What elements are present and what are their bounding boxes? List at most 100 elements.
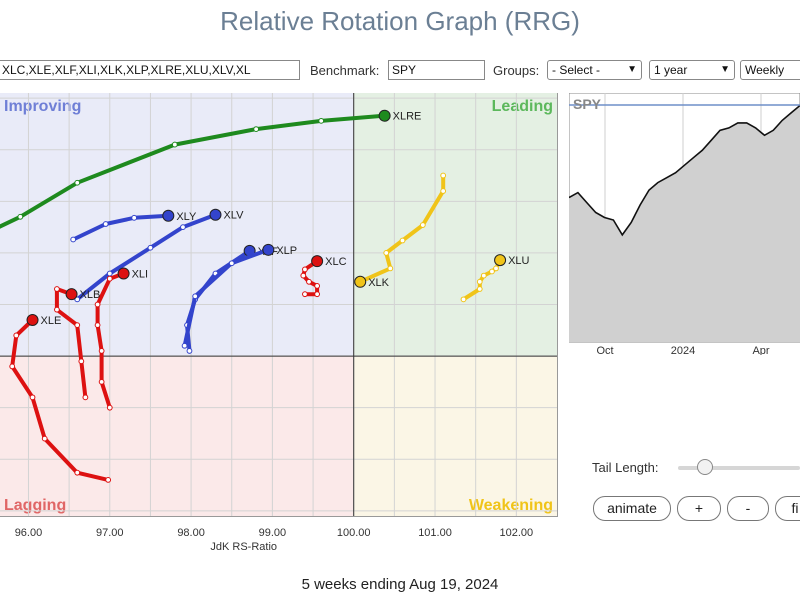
tail-point [98,348,105,354]
head-marker-xlv[interactable] [209,208,222,221]
symbol-label-xlre: XLRE [393,111,422,123]
benchmark-area [569,105,800,342]
symbol-label-xlc: XLC [325,256,346,268]
benchmark-label: Benchmark: [310,63,380,78]
symbols-input[interactable]: XLC,XLE,XLF,XLI,XLK,XLP,XLRE,XLU,XLV,XL [0,60,300,80]
tail-xlc[interactable]: XLC [300,255,347,298]
groups-select-value: - Select - [552,63,601,77]
controls-bar: XLC,XLE,XLF,XLI,XLK,XLP,XLRE,XLU,XLV,XL … [0,58,800,84]
quadrant-label-improving: Improving [4,98,81,115]
fit-button[interactable]: fi [775,496,800,521]
head-marker-xlp[interactable] [262,243,275,256]
tail-point [9,363,16,370]
tail-point [171,141,178,148]
rrg-plot: Leading Weakening Lagging Improving XLRE XLY… [0,93,557,553]
tail-xle[interactable]: XLE [9,313,112,483]
tail-xlb[interactable]: XLB [54,286,101,401]
groups-select[interactable]: - Select - ▼ [547,60,642,80]
rrg-chart: Leading Weakening Lagging Improving XLRE XLY… [0,93,558,553]
symbol-label-xlv: XLV [223,210,244,222]
tail-point [105,476,112,483]
benchmark-x-tick-label: 2024 [671,345,695,355]
x-tick-label: 98.00 [177,527,205,539]
quadrant-leading [353,93,557,357]
head-marker-xlu[interactable] [494,254,507,267]
tail-point [440,188,447,194]
tail-point [493,265,499,272]
tail-point [186,348,193,354]
tail-point [17,213,24,220]
tail-point [387,265,394,272]
tail-xly[interactable]: XLY [70,209,197,243]
tail-point [94,301,101,308]
tail-point [54,306,60,313]
tail-point [181,342,188,349]
tail-point [489,268,495,275]
zoom-in-button[interactable]: + [677,496,721,521]
animate-button[interactable]: animate [593,496,671,521]
head-marker-xli[interactable] [117,267,130,280]
tail-length-slider-thumb[interactable] [697,459,713,475]
quadrant-lagging [0,356,354,516]
tail-point [82,394,89,401]
quadrant-label-weakening: Weakening [469,497,553,514]
tail-xlre[interactable]: XLRE [0,109,422,234]
tail-line-xly [71,213,171,242]
tail-point [54,286,60,292]
tail-point [480,272,487,279]
tail-point [476,278,483,285]
head-marker-xlb[interactable] [65,288,78,301]
tail-point [106,270,113,277]
interval-select[interactable]: Weekly [740,60,800,80]
x-tick-label: 99.00 [259,527,287,539]
groups-label: Groups: [493,63,540,78]
tail-point [131,214,138,221]
benchmark-chart: Oct 2024 Apr SPY [569,93,800,355]
benchmark-x-tick-label: Apr [752,345,769,355]
tail-point [78,358,85,365]
x-tick-label: 96.00 [15,527,43,539]
tail-length-slider-track[interactable] [678,466,800,470]
tail-point [383,250,390,256]
tail-point [419,222,426,228]
tail-point [314,283,321,289]
tail-xlu[interactable]: XLU [460,254,530,303]
period-select[interactable]: 1 year ▼ [649,60,735,80]
tail-point [102,221,109,227]
head-marker-xlre[interactable] [378,109,391,122]
tail-point [94,322,101,329]
tail-point [302,266,308,273]
tail-point [74,322,81,329]
tail-point [440,172,447,179]
tail-point [13,332,20,339]
chevron-down-icon: ▼ [720,64,730,75]
tail-xli[interactable]: XLI [94,267,149,411]
tail-point [98,378,105,385]
tail-point [70,236,77,243]
tail-point [147,244,154,251]
head-marker-xle[interactable] [26,313,39,326]
tail-point [318,117,325,124]
head-marker-xlc[interactable] [311,255,324,268]
tail-xlk[interactable]: XLK [354,172,447,289]
tail-length-label: Tail Length: [592,460,659,475]
quadrant-label-lagging: Lagging [4,497,66,514]
symbol-label-xlk: XLK [368,277,389,289]
head-marker-xly[interactable] [162,209,175,222]
tail-point [460,296,467,303]
zoom-out-button[interactable]: - [727,496,769,521]
x-tick-label: 97.00 [96,527,124,539]
tail-point [302,291,308,298]
benchmark-input[interactable]: SPY [388,60,485,80]
tail-point [399,237,406,244]
tail-xlv[interactable]: XLV [74,208,244,303]
symbol-label-xlp: XLP [276,245,297,257]
tail-point [476,286,483,292]
quadrant-weakening [353,356,557,516]
tail-point [180,224,186,231]
symbol-label-xli: XLI [132,269,149,281]
head-marker-xlk[interactable] [354,275,367,288]
x-tick-label: 100.00 [337,527,371,539]
tail-xlp[interactable]: XLP [181,243,297,349]
page-title: Relative Rotation Graph (RRG) [220,6,580,36]
